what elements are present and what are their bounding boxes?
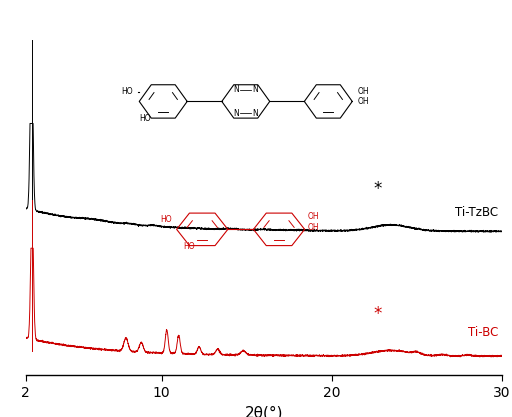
Text: *: * — [373, 305, 382, 323]
Text: *: * — [373, 181, 382, 198]
Text: Ti-BC: Ti-BC — [468, 326, 498, 339]
Text: HO: HO — [140, 114, 151, 123]
Text: OH: OH — [307, 223, 319, 232]
X-axis label: 2θ(°): 2θ(°) — [244, 405, 283, 417]
Text: N: N — [233, 85, 239, 94]
Text: OH: OH — [357, 97, 369, 106]
Text: HO: HO — [183, 242, 195, 251]
Text: OH: OH — [357, 87, 369, 96]
Text: N: N — [252, 85, 258, 94]
Text: N: N — [233, 109, 239, 118]
Text: HO: HO — [160, 216, 172, 224]
Text: Ti-TzBC: Ti-TzBC — [455, 206, 498, 219]
Text: N: N — [252, 109, 258, 118]
Text: HO: HO — [121, 87, 133, 96]
Text: OH: OH — [307, 212, 319, 221]
